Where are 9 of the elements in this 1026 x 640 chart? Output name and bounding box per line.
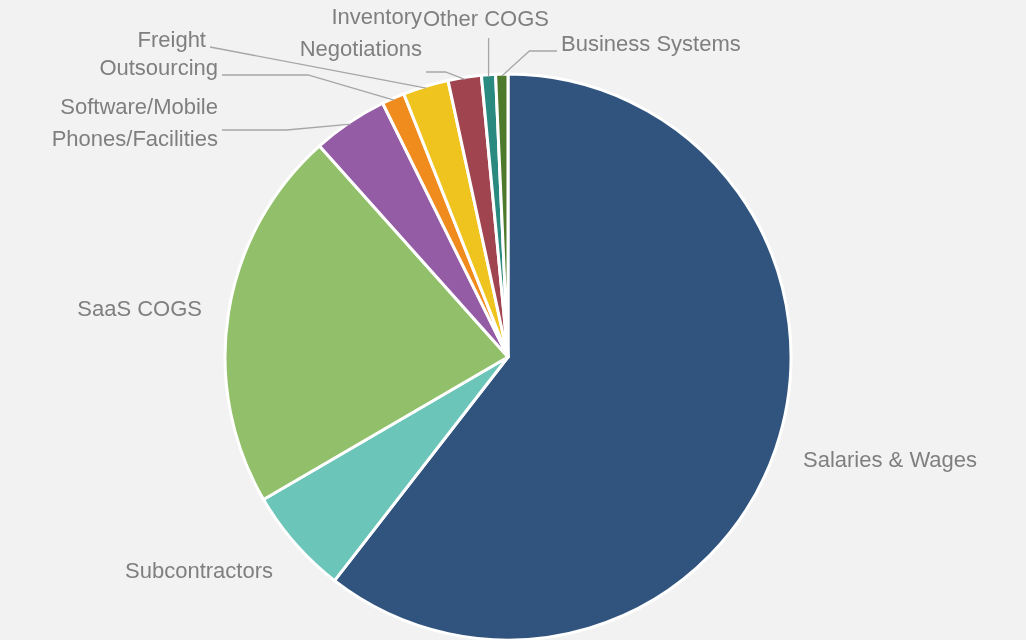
slice-label: Subcontractors bbox=[125, 557, 273, 583]
slice-label: Outsourcing bbox=[99, 54, 218, 80]
slice-label: Freight bbox=[137, 26, 206, 52]
slice-label: Inventory Negotiations bbox=[299, 3, 422, 61]
slice-label: Other COGS bbox=[423, 5, 549, 31]
slice-label: Business Systems bbox=[561, 30, 741, 56]
slice-label: Salaries & Wages bbox=[803, 446, 978, 472]
slice-label: Software/Mobile Phones/Facilities bbox=[51, 93, 218, 151]
slice-label: SaaS COGS bbox=[77, 295, 202, 321]
